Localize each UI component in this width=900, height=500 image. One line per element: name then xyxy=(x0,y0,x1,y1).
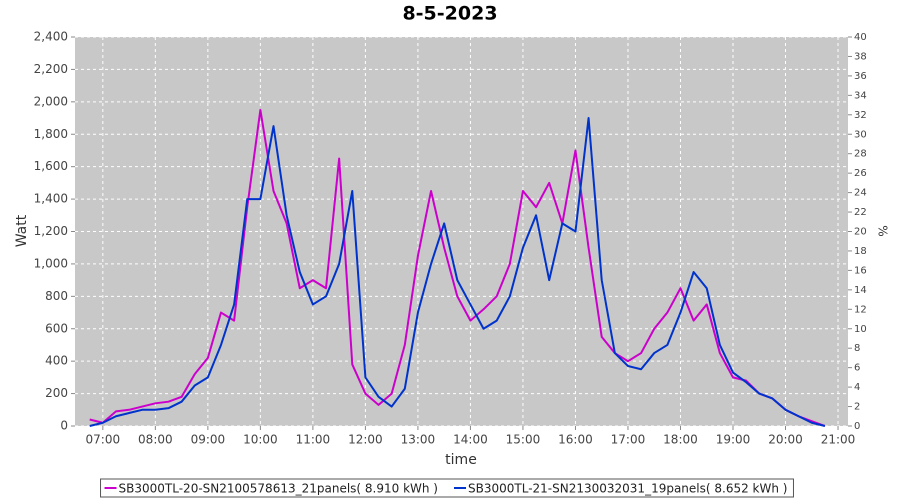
y2-tick-label: 36 xyxy=(854,71,867,82)
y-tick-label: 0 xyxy=(60,419,68,433)
y-tick-label: 1,400 xyxy=(34,192,68,206)
series-line xyxy=(89,108,826,427)
x-tick-label: 16:00 xyxy=(558,433,593,447)
y-tick-label: 1,200 xyxy=(34,224,68,238)
x-tick-label: 09:00 xyxy=(191,433,226,447)
x-tick-label: 11:00 xyxy=(296,433,331,447)
y2-tick-label: 4 xyxy=(854,382,860,393)
x-tick-label: 14:00 xyxy=(453,433,488,447)
legend-label: SB3000TL-21-SN2130032031_19panels( 8.652… xyxy=(468,482,787,496)
x-tick-label: 07:00 xyxy=(86,433,121,447)
y2-tick-label: 2 xyxy=(854,402,860,413)
x-tick-label: 10:00 xyxy=(243,433,278,447)
y2-axis-label: % xyxy=(876,225,890,236)
y2-tick-label: 40 xyxy=(854,32,867,43)
x-tick-label: 19:00 xyxy=(716,433,751,447)
y2-tick-label: 6 xyxy=(854,363,860,374)
legend-label: SB3000TL-20-SN2100578613_21panels( 8.910… xyxy=(119,482,438,496)
y-tick-label: 1,000 xyxy=(34,256,68,270)
x-tick-label: 18:00 xyxy=(663,433,698,447)
y-tick-label: 400 xyxy=(45,354,68,368)
legend-box xyxy=(100,478,794,498)
y2-tick-label: 20 xyxy=(854,227,867,238)
y2-tick-label: 14 xyxy=(854,285,867,296)
x-tick-label: 13:00 xyxy=(401,433,436,447)
y-tick-label: 600 xyxy=(45,321,68,335)
y2-tick-label: 26 xyxy=(854,168,867,179)
y-tick-label: 2,000 xyxy=(34,94,68,108)
y2-tick-label: 32 xyxy=(854,110,867,121)
y2-tick-label: 34 xyxy=(854,90,867,101)
y-tick-label: 2,400 xyxy=(34,30,68,44)
y-axis-label: Watt xyxy=(14,214,30,247)
y2-tick-label: 22 xyxy=(854,207,867,218)
x-tick-label: 15:00 xyxy=(506,433,541,447)
x-tick-label: 21:00 xyxy=(821,433,856,447)
y-tick-label: 1,600 xyxy=(34,159,68,173)
chart-title: 8-5-2023 xyxy=(402,3,497,25)
y2-tick-label: 12 xyxy=(854,304,867,315)
y2-tick-label: 28 xyxy=(854,149,867,160)
y2-tick-label: 38 xyxy=(854,51,867,62)
y2-tick-label: 8 xyxy=(854,343,860,354)
x-axis-label: time xyxy=(445,452,477,468)
x-tick-label: 20:00 xyxy=(768,433,803,447)
y-tick-label: 800 xyxy=(45,289,68,303)
y2-tick-label: 18 xyxy=(854,246,867,257)
y2-tick-label: 0 xyxy=(854,421,860,432)
legend: SB3000TL-20-SN2100578613_21panels( 8.910… xyxy=(100,478,794,498)
y-tick-label: 1,800 xyxy=(34,127,68,141)
y-tick-label: 2,200 xyxy=(34,62,68,76)
y2-tick-label: 30 xyxy=(854,129,867,140)
x-tick-label: 08:00 xyxy=(138,433,173,447)
y2-tick-label: 10 xyxy=(854,324,867,335)
y2-tick-label: 24 xyxy=(854,188,867,199)
series-line xyxy=(89,117,826,427)
x-tick-label: 12:00 xyxy=(348,433,383,447)
y-tick-label: 200 xyxy=(45,386,68,400)
x-tick-label: 17:00 xyxy=(611,433,646,447)
y2-tick-label: 16 xyxy=(854,265,867,276)
